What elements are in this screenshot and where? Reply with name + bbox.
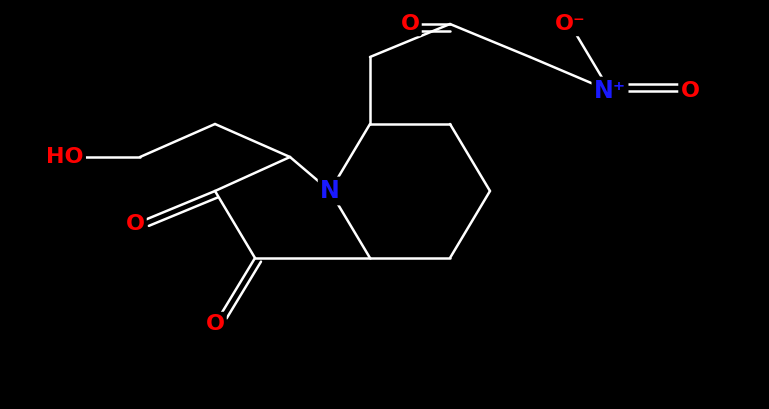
Text: N: N [320,179,340,203]
Text: O⁻: O⁻ [554,14,585,34]
Text: N: N [320,179,340,203]
Text: O: O [205,314,225,334]
Text: O: O [401,14,420,34]
Text: N⁺: N⁺ [594,79,626,103]
Text: HO: HO [46,147,84,167]
Text: O⁻: O⁻ [554,14,585,34]
Text: O: O [681,81,700,101]
Text: N⁺: N⁺ [594,79,626,103]
Text: O: O [125,214,145,234]
Text: O: O [681,81,700,101]
Text: O: O [401,14,420,34]
Text: O: O [125,214,145,234]
Text: HO: HO [46,147,84,167]
Text: O: O [205,314,225,334]
